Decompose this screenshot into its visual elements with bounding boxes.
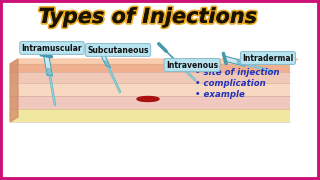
Bar bbox=[10, 64, 290, 72]
Polygon shape bbox=[47, 68, 51, 76]
Ellipse shape bbox=[137, 96, 159, 102]
Text: Types of Injections: Types of Injections bbox=[39, 7, 257, 27]
Polygon shape bbox=[224, 56, 245, 66]
Text: Types of Injections: Types of Injections bbox=[39, 7, 257, 27]
Text: • site of injection: • site of injection bbox=[195, 68, 279, 76]
Text: Intramuscular: Intramuscular bbox=[22, 44, 82, 53]
Polygon shape bbox=[161, 46, 177, 62]
Bar bbox=[10, 96, 290, 109]
Polygon shape bbox=[44, 55, 52, 76]
Polygon shape bbox=[237, 60, 244, 65]
Text: Intradermal: Intradermal bbox=[242, 53, 294, 62]
Bar bbox=[10, 109, 290, 122]
Polygon shape bbox=[10, 59, 298, 64]
Bar bbox=[10, 72, 290, 83]
Text: • complication: • complication bbox=[195, 78, 266, 87]
Text: Subcutaneous: Subcutaneous bbox=[87, 46, 149, 55]
Polygon shape bbox=[170, 55, 176, 61]
Text: • example: • example bbox=[195, 89, 245, 98]
Bar bbox=[10, 83, 290, 96]
Polygon shape bbox=[10, 59, 18, 122]
Polygon shape bbox=[104, 60, 109, 67]
Text: Intravenous: Intravenous bbox=[166, 60, 218, 69]
Polygon shape bbox=[98, 49, 111, 68]
